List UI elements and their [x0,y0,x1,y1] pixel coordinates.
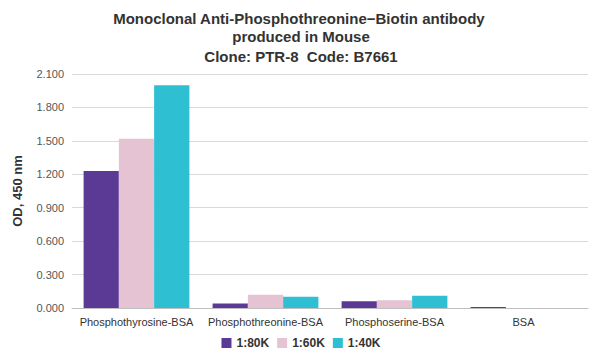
svg-text:0.600: 0.600 [36,235,64,247]
svg-text:BSA: BSA [512,316,535,328]
svg-text:1:80K: 1:80K [236,336,269,350]
svg-text:0.300: 0.300 [36,269,64,281]
svg-text:1.500: 1.500 [36,135,64,147]
svg-text:1:40K: 1:40K [348,336,381,350]
svg-text:2.100: 2.100 [36,68,64,80]
svg-text:produced in Mouse: produced in Mouse [232,28,370,45]
svg-text:Clone: PTR-8 Code: B7661: Clone: PTR-8 Code: B7661 [204,48,397,65]
svg-text:0.000: 0.000 [36,302,64,314]
svg-text:1:60K: 1:60K [292,336,325,350]
svg-text:1.800: 1.800 [36,101,64,113]
svg-text:Monoclonal Anti-Phosphothreoni: Monoclonal Anti-Phosphothreonine−Biotin … [113,10,489,27]
svg-text:0.900: 0.900 [36,202,64,214]
svg-text:Phosphothyrosine-BSA: Phosphothyrosine-BSA [80,316,194,328]
svg-text:OD, 450 nm: OD, 450 nm [10,155,25,227]
svg-text:1.200: 1.200 [36,168,64,180]
svg-text:Phosphothreonine-BSA: Phosphothreonine-BSA [208,316,324,328]
svg-text:Phosphoserine-BSA: Phosphoserine-BSA [345,316,445,328]
